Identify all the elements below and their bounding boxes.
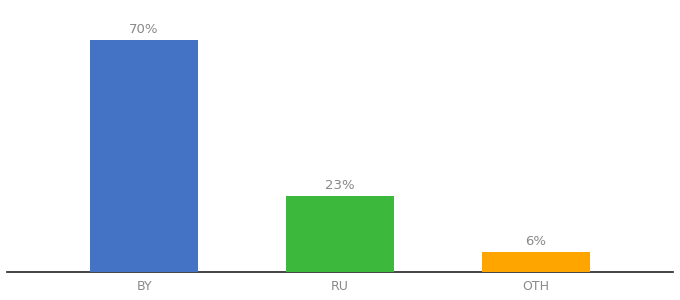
Text: 23%: 23% (325, 178, 355, 192)
Bar (482, 252, 590, 272)
Text: 70%: 70% (129, 23, 159, 36)
Bar (286, 196, 394, 272)
Bar (90, 40, 198, 272)
Text: 6%: 6% (526, 235, 547, 248)
